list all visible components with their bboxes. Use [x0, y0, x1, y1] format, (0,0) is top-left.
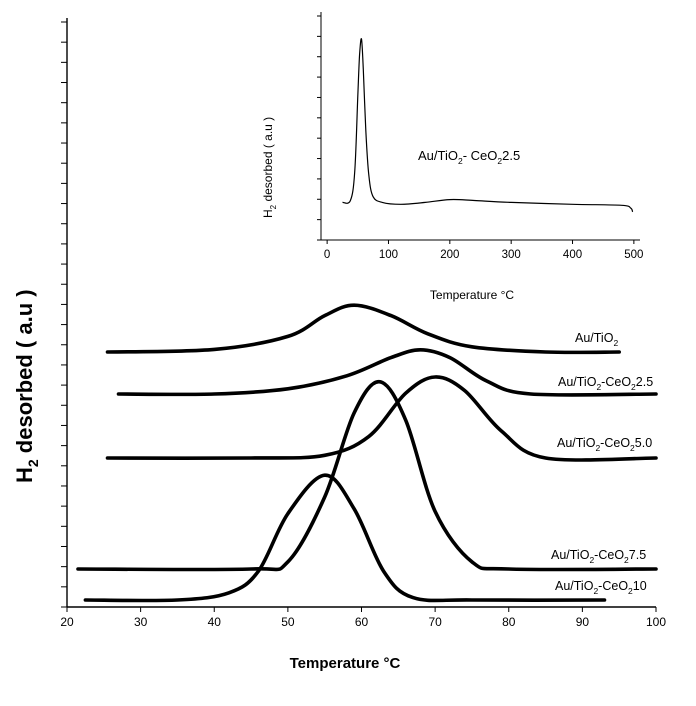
series-label-3-part-4: 7.5 [629, 548, 646, 562]
series-label-4-part-1: 2 [593, 586, 598, 596]
inset-y-title-h: H [261, 209, 275, 218]
series-label-0-part-1: 2 [613, 338, 618, 348]
series-line-3 [76, 380, 658, 572]
inset-x-tick-label-500: 500 [624, 249, 643, 261]
series-label-1-part-0: Au/TiO [558, 375, 597, 389]
main-x-tick-label-40: 40 [208, 615, 222, 629]
series-label-3-part-3: 2 [624, 555, 629, 565]
series-label-0: Au/TiO2 [575, 331, 618, 348]
inset-annot-p3: 2.5 [502, 148, 520, 163]
series-label-1-part-2: -CeO [601, 375, 631, 389]
series-label-0-part-0: Au/TiO [575, 331, 614, 345]
svg-text:H2 desorbed ( a.u ): H2 desorbed ( a.u ) [12, 289, 41, 483]
main-x-tick-label-80: 80 [502, 615, 516, 629]
series-label-1-part-4: 2.5 [636, 375, 653, 389]
series-label-3-part-2: -CeO [594, 548, 624, 562]
series-label-4-part-4: 10 [633, 579, 647, 593]
inset-x-axis-title: Temperature °C [430, 288, 514, 302]
series-label-2: Au/TiO2-CeO25.0 [557, 436, 652, 453]
series-line-2 [105, 375, 658, 462]
inset-annot-p1: Au/TiO [418, 148, 458, 163]
main-y-title-rest: desorbed ( a.u ) [12, 289, 37, 459]
main-series-labels: Au/TiO2Au/TiO2-CeO22.5Au/TiO2-CeO25.0Au/… [551, 331, 653, 596]
inset-annot-s2: 2 [497, 156, 502, 166]
series-label-1-part-3: 2 [631, 382, 636, 392]
main-y-ticks [61, 21, 67, 608]
main-y-axis-title: H2 desorbed ( a.u ) [12, 289, 41, 483]
inset-x-tick-label-100: 100 [379, 249, 398, 261]
inset-y-title-rest: desorbed ( a.u ) [261, 117, 275, 205]
series-label-1-part-1: 2 [596, 382, 601, 392]
main-x-tick-label-100: 100 [646, 615, 666, 629]
inset-x-tick-label-0: 0 [324, 249, 330, 261]
series-label-3-part-0: Au/TiO [551, 548, 590, 562]
series-label-2-part-2: -CeO [600, 436, 630, 450]
main-x-tick-label-50: 50 [281, 615, 295, 629]
main-x-ticks: 20 30 40 50 60 70 80 90 100 [60, 607, 666, 629]
main-x-axis-title: Temperature °C [290, 655, 401, 672]
series-label-1: Au/TiO2-CeO22.5 [558, 375, 653, 392]
main-y-title-h: H [12, 467, 37, 483]
inset-x-tick-label-300: 300 [502, 249, 521, 261]
main-x-tick-label-20: 20 [60, 615, 74, 629]
main-x-tick-label-90: 90 [576, 615, 590, 629]
inset-annot-p2: - CeO [463, 148, 498, 163]
series-label-4: Au/TiO2-CeO210 [555, 579, 647, 596]
inset-annot-s1: 2 [458, 156, 463, 166]
inset-x-tick-label-400: 400 [563, 249, 582, 261]
inset-series-line [342, 37, 634, 213]
inset-chart: 0 100 200 300 400 500 Temperature °C H2 desor… [261, 12, 643, 302]
inset-annotation: Au/TiO2- CeO22.5 [418, 148, 520, 166]
main-x-tick-label-70: 70 [428, 615, 442, 629]
inset-y-ticks [317, 15, 321, 241]
series-label-2-part-1: 2 [595, 443, 600, 453]
series-label-3: Au/TiO2-CeO27.5 [551, 548, 646, 565]
series-line-4 [83, 473, 607, 603]
main-x-tick-label-60: 60 [355, 615, 369, 629]
series-label-4-part-0: Au/TiO [555, 579, 594, 593]
series-label-4-part-3: 2 [628, 586, 633, 596]
main-series-group [76, 303, 658, 603]
series-line-1 [116, 348, 658, 397]
series-line-0 [105, 303, 621, 355]
main-x-tick-label-30: 30 [134, 615, 148, 629]
series-label-2-part-0: Au/TiO [557, 436, 596, 450]
series-label-2-part-4: 5.0 [635, 436, 652, 450]
main-y-title-sub: 2 [25, 459, 41, 467]
series-label-4-part-2: -CeO [598, 579, 628, 593]
inset-x-ticks: 0 100 200 300 400 500 [324, 240, 643, 261]
inset-y-title-sub: 2 [269, 204, 278, 209]
svg-text:H2 desorbed ( a.u ): H2 desorbed ( a.u ) [261, 117, 278, 218]
inset-series-group [342, 37, 634, 213]
inset-x-tick-label-200: 200 [440, 249, 459, 261]
inset-y-axis-title: H2 desorbed ( a.u ) [261, 117, 278, 218]
series-label-3-part-1: 2 [589, 555, 594, 565]
series-label-2-part-3: 2 [630, 443, 635, 453]
